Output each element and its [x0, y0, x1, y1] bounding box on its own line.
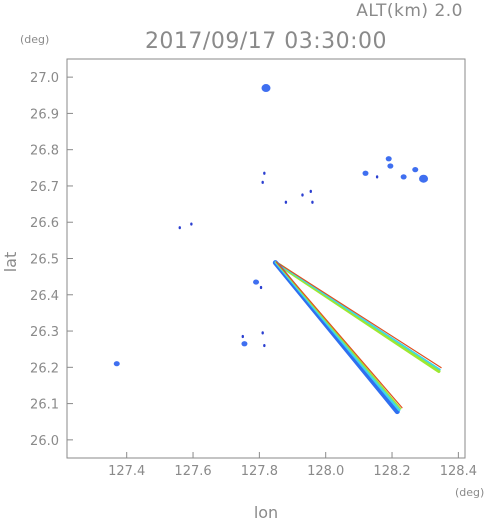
echo-cells [113, 84, 429, 367]
echo-cell [400, 174, 407, 180]
echo-cell [261, 84, 271, 93]
y-tick-label: 26.5 [30, 253, 59, 268]
echo-cell [419, 174, 429, 183]
y-tick-label: 26.9 [30, 107, 59, 122]
y-axis-title: lat [1, 252, 20, 273]
echo-cell [385, 156, 392, 162]
altitude-label: ALT(km) 2.0 [356, 1, 463, 21]
echo-cell [311, 200, 314, 204]
y-tick-label: 26.7 [30, 180, 59, 195]
y-tick-label: 26.3 [30, 325, 59, 340]
echo-cell [263, 171, 266, 175]
y-tick-label: 26.2 [30, 361, 59, 376]
echo-cell [375, 175, 379, 179]
echo-cell [387, 163, 394, 169]
y-unit-label: (deg) [20, 33, 49, 46]
echo-cell [263, 343, 266, 348]
x-tick-label: 127.4 [108, 464, 145, 479]
echo-cell [261, 331, 264, 335]
x-tick-label: 128.4 [440, 464, 477, 479]
x-unit-label: (deg) [455, 486, 484, 499]
echo-cell [309, 189, 312, 193]
echo-cell [190, 222, 193, 226]
echo-cell [362, 170, 369, 176]
echo-cell [253, 279, 260, 285]
echo-cell [241, 334, 244, 339]
ray-band [275, 261, 403, 409]
echo-cell [113, 361, 120, 367]
echo-cell [178, 226, 181, 230]
echo-cell [241, 341, 248, 347]
x-tick-label: 127.6 [174, 464, 211, 479]
echo-cell [284, 200, 288, 204]
x-tick-label: 128.0 [307, 464, 344, 479]
echo-cell [261, 180, 264, 184]
echo-cell [412, 167, 419, 173]
y-tick-label: 26.0 [30, 434, 59, 449]
y-tick-label: 26.4 [30, 289, 59, 304]
ray-band [274, 261, 441, 371]
y-tick-label: 26.8 [30, 144, 59, 159]
radar-ray-upper [273, 260, 442, 373]
echo-cell [259, 285, 263, 290]
plot-frame [66, 58, 466, 459]
axis-ticks: 127.4 127.6 127.8 128.0 128.2 128.4 26.0 26.1 26… [30, 71, 477, 479]
ray-band [275, 261, 442, 369]
y-tick-label: 26.6 [30, 216, 59, 231]
x-tick-label: 128.2 [373, 464, 410, 479]
x-axis-title: lon [254, 503, 278, 521]
radar-ray-lower [272, 260, 403, 415]
y-tick-label: 26.1 [30, 398, 59, 413]
x-tick-label: 127.8 [241, 464, 278, 479]
echo-cell [301, 193, 304, 197]
timestamp-title: 2017/09/17 03:30:00 [145, 29, 387, 54]
y-tick-label: 27.0 [30, 71, 59, 86]
radar-rays [272, 260, 442, 415]
